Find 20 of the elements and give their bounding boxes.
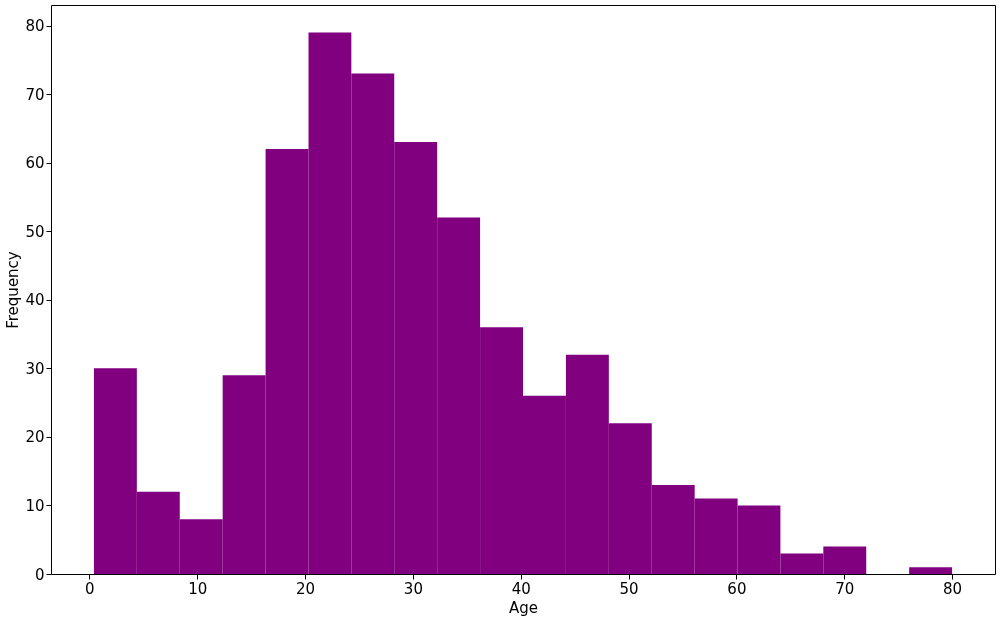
x-axis-title: Age xyxy=(508,598,539,617)
x-tick-label: 10 xyxy=(188,579,208,598)
y-tick-label: 30 xyxy=(25,359,45,378)
x-tick-label: 40 xyxy=(511,579,531,598)
y-tick-label: 60 xyxy=(25,154,45,173)
y-tick-label: 70 xyxy=(25,85,45,104)
y-tick-label: 40 xyxy=(25,291,45,310)
x-tick-label: 30 xyxy=(403,579,423,598)
x-tick-label: 0 xyxy=(85,579,95,598)
y-tick-label: 80 xyxy=(25,17,45,36)
y-tick-label: 0 xyxy=(34,565,45,584)
x-tick-label: 60 xyxy=(727,579,747,598)
y-axis-title: Frequency xyxy=(4,251,23,329)
y-tick-label: 20 xyxy=(25,428,45,447)
y-tick-label: 50 xyxy=(25,222,45,241)
x-tick-label: 70 xyxy=(835,579,855,598)
x-tick-label: 20 xyxy=(296,579,316,598)
x-tick-label: 80 xyxy=(943,579,963,598)
y-tick-label: 10 xyxy=(25,496,45,515)
x-tick-label: 50 xyxy=(619,579,639,598)
